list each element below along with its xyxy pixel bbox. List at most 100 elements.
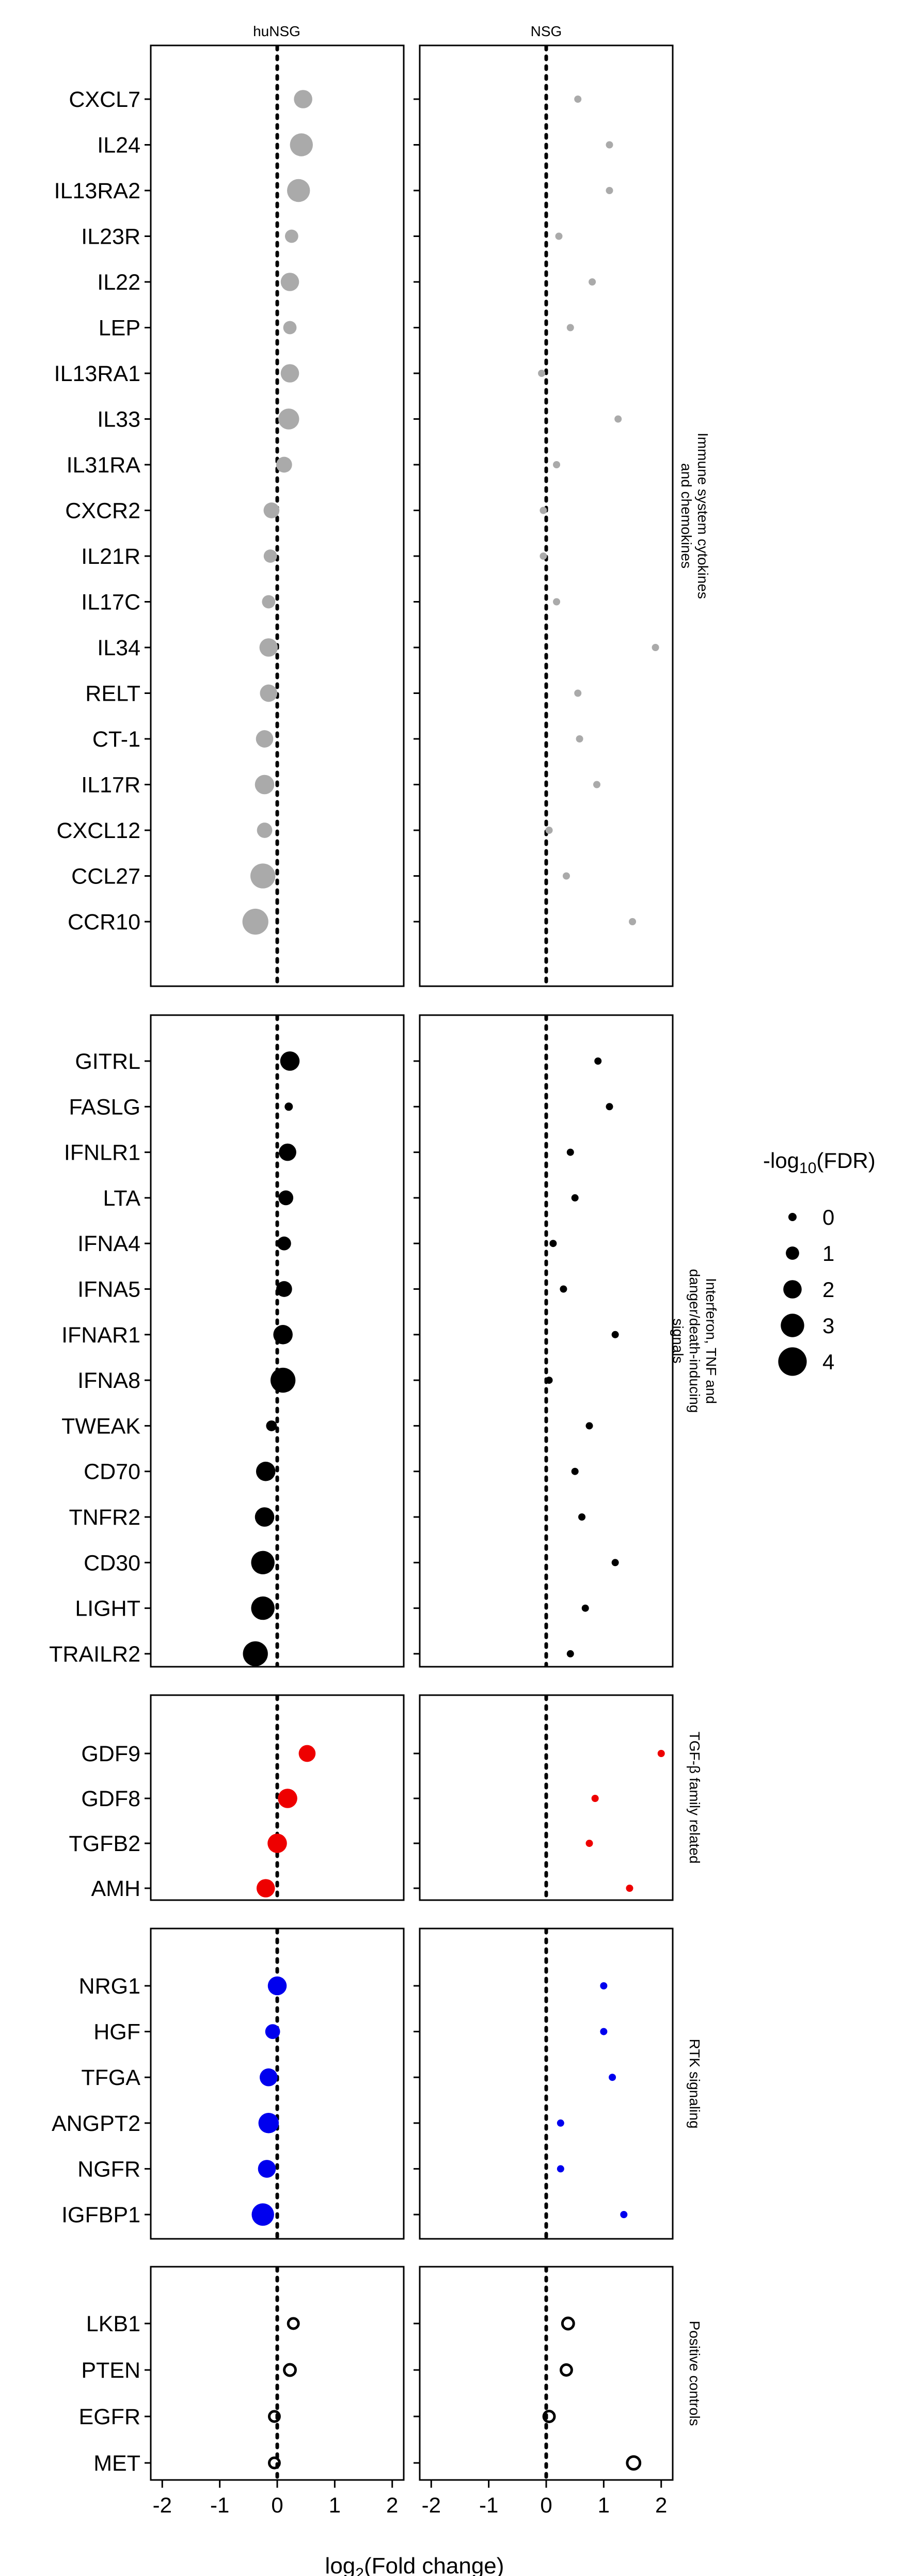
row-label-tweak: TWEAK bbox=[61, 1414, 140, 1439]
x-tick-label: 1 bbox=[329, 2493, 341, 2517]
x-tick-label: 0 bbox=[271, 2493, 283, 2517]
facet-label-line: Positive controls bbox=[687, 2321, 703, 2426]
row-label-ifnar1: IFNAR1 bbox=[61, 1323, 140, 1348]
point-cxcl12-nsg bbox=[545, 827, 553, 834]
x-axis: -2 -1 0 1 2 -2 -1 0 1 2 bbox=[153, 2480, 667, 2517]
point-ccr10-hunsg bbox=[242, 908, 268, 935]
legend-label: 2 bbox=[822, 1277, 834, 1302]
point-il13ra2-hunsg bbox=[287, 179, 310, 202]
row-label-ccl27: CCL27 bbox=[71, 864, 140, 889]
point-il23r-nsg bbox=[555, 232, 563, 240]
row-label-tfga: TFGA bbox=[81, 2065, 140, 2090]
point-tnfr2-nsg bbox=[578, 1513, 586, 1521]
legend-label: 0 bbox=[822, 1205, 834, 1229]
facet-label: Positive controls bbox=[687, 2321, 703, 2426]
point-amh-nsg bbox=[626, 1885, 633, 1892]
legend-key bbox=[781, 1314, 804, 1337]
panel-frame bbox=[419, 1927, 674, 2240]
row-label-ifna8: IFNA8 bbox=[77, 1368, 140, 1393]
point-ct-1-hunsg bbox=[256, 730, 274, 748]
point-il17r-hunsg bbox=[255, 775, 275, 795]
point-hgf-nsg bbox=[600, 2028, 608, 2035]
row-label-il31ra: IL31RA bbox=[67, 453, 141, 478]
point-il24-nsg bbox=[606, 141, 613, 149]
point-ccl27-hunsg bbox=[250, 863, 276, 889]
row-label-ccr10: CCR10 bbox=[68, 910, 140, 935]
legend-key bbox=[788, 1213, 797, 1221]
point-ifnar1-nsg bbox=[611, 1331, 619, 1338]
point-tweak-nsg bbox=[585, 1422, 593, 1430]
point-cxcl7-hunsg bbox=[294, 90, 312, 108]
column-headers: huNSG NSG bbox=[253, 23, 562, 39]
row-label-cd70: CD70 bbox=[84, 1460, 140, 1484]
point-gitrl-hunsg bbox=[280, 1051, 300, 1071]
facet-label-line: RTK signaling bbox=[687, 2039, 703, 2129]
legend-key bbox=[783, 1280, 802, 1299]
x-axis-label-suffix: (Fold change) bbox=[364, 2553, 504, 2576]
point-tfga-nsg bbox=[609, 2074, 616, 2081]
point-gdf8-hunsg bbox=[278, 1789, 297, 1808]
point-il31ra-nsg bbox=[553, 461, 561, 468]
facet-group-tgf-family-related: GDF9 GDF8 TGFB2 AMH TGF-β family related bbox=[69, 1694, 703, 1901]
column-header-hunsg: huNSG bbox=[253, 23, 300, 39]
point-angpt2-hunsg bbox=[258, 2113, 279, 2134]
row-label-il24: IL24 bbox=[97, 133, 140, 158]
row-label-cxcl12: CXCL12 bbox=[56, 818, 140, 843]
point-ngfr-nsg bbox=[557, 2165, 564, 2173]
point-ngfr-hunsg bbox=[258, 2160, 276, 2178]
row-label-angpt2: ANGPT2 bbox=[52, 2111, 140, 2136]
row-label-lkb1: LKB1 bbox=[86, 2312, 140, 2336]
point-pten-hunsg bbox=[283, 2363, 297, 2377]
point-ifna5-hunsg bbox=[276, 1281, 292, 1297]
facet-label: RTK signaling bbox=[687, 2039, 703, 2129]
point-cxcr2-hunsg bbox=[263, 502, 280, 518]
point-lta-hunsg bbox=[278, 1190, 294, 1206]
row-label-gdf9: GDF9 bbox=[81, 1742, 140, 1766]
point-il22-hunsg bbox=[280, 273, 299, 291]
row-label-tnfr2: TNFR2 bbox=[69, 1505, 140, 1530]
row-label-il22: IL22 bbox=[97, 270, 140, 295]
row-label-lep: LEP bbox=[99, 316, 140, 341]
x-tick-label: -1 bbox=[479, 2493, 498, 2517]
legend-key bbox=[786, 1246, 799, 1260]
legend-title-prefix: -log bbox=[763, 1148, 799, 1173]
point-met-nsg bbox=[626, 2455, 642, 2471]
point-igfbp1-hunsg bbox=[251, 2203, 274, 2226]
row-label-egfr: EGFR bbox=[79, 2405, 140, 2429]
legend-title-suffix: (FDR) bbox=[816, 1148, 875, 1173]
point-tweak-hunsg bbox=[266, 1420, 277, 1431]
x-tick-label: 2 bbox=[386, 2493, 398, 2517]
x-tick-label: 0 bbox=[540, 2493, 552, 2517]
facet-label-line: TGF-β family related bbox=[687, 1732, 703, 1864]
point-cxcr2-nsg bbox=[540, 507, 547, 514]
point-pten-nsg bbox=[560, 2363, 573, 2377]
point-ct-1-nsg bbox=[576, 735, 583, 742]
facet-label-line: danger/death-inducing bbox=[687, 1269, 703, 1413]
row-label-il17r: IL17R bbox=[81, 773, 140, 798]
point-amh-hunsg bbox=[256, 1879, 275, 1898]
column-header-nsg: NSG bbox=[531, 23, 562, 39]
point-ifna4-nsg bbox=[549, 1240, 557, 1247]
point-il17r-nsg bbox=[593, 781, 600, 788]
point-cd30-nsg bbox=[611, 1559, 619, 1567]
facet-group-rtk-signaling: NRG1 HGF TFGA ANGPT2 NGFR IGFBP1 RTK signaling bbox=[52, 1927, 703, 2240]
row-label-met: MET bbox=[93, 2451, 140, 2476]
point-light-hunsg bbox=[251, 1596, 275, 1620]
x-tick-label: -2 bbox=[153, 2493, 172, 2517]
point-light-nsg bbox=[581, 1604, 589, 1612]
row-label-il13ra2: IL13RA2 bbox=[54, 179, 140, 203]
row-label-ct-1: CT-1 bbox=[92, 727, 140, 752]
point-cxcl12-hunsg bbox=[257, 823, 273, 838]
legend-label: 3 bbox=[822, 1314, 834, 1338]
point-nrg1-nsg bbox=[600, 1982, 608, 1989]
point-lkb1-hunsg bbox=[287, 2317, 300, 2330]
point-il34-hunsg bbox=[259, 638, 278, 657]
x-tick-label: -2 bbox=[422, 2493, 441, 2517]
point-gitrl-nsg bbox=[594, 1057, 602, 1065]
point-cd70-hunsg bbox=[256, 1461, 276, 1481]
x-axis-label-prefix: log bbox=[325, 2553, 356, 2576]
row-label-il23r: IL23R bbox=[81, 225, 140, 249]
facet-label-line: Interferon, TNF and bbox=[703, 1278, 719, 1404]
point-nrg1-hunsg bbox=[267, 1976, 287, 1996]
